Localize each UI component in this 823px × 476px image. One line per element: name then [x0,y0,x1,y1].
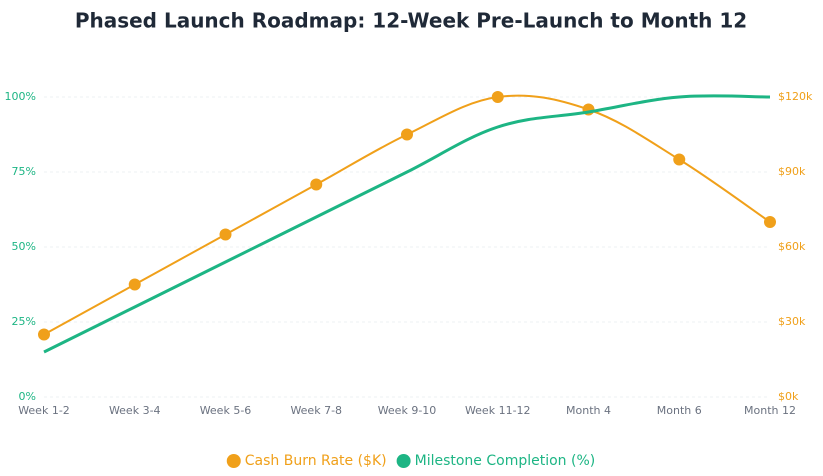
x-tick-label: Month 12 [744,404,796,417]
point [310,178,323,191]
point [673,153,686,166]
x-tick-label: Week 3-4 [109,404,161,417]
y-tick-label: 25% [12,315,36,328]
y-tick-label: 75% [12,165,36,178]
y2-tick-label: $120k [778,90,813,103]
legend-label: Milestone Completion (%) [415,453,596,469]
point [219,228,232,241]
legend-marker [396,454,411,468]
y-tick-label: 0% [19,390,36,403]
point [491,91,504,103]
x-tick-label: Month 4 [566,404,611,417]
legend-label: Cash Burn Rate ($K) [245,453,387,469]
y-tick-label: 100% [5,90,36,103]
y2-tick-label: $90k [778,165,806,178]
point [764,216,776,228]
chart-title: Phased Launch Roadmap: 12-Week Pre-Launc… [75,9,747,33]
x-tick-label: Month 6 [657,404,702,417]
legend-marker [226,454,241,468]
series-line [43,94,771,354]
point [38,328,50,341]
x-tick-label: Week 1-2 [18,404,70,417]
y2-tick-label: $30k [778,315,806,328]
y2-tick-label: $0k [778,390,799,403]
x-tick-label: Week 9-10 [378,404,437,417]
point [401,128,413,141]
x-tick-label: Week 11-12 [465,404,531,417]
point [128,278,141,291]
y2-tick-label: $60k [778,240,806,253]
y-tick-label: 50% [12,240,36,253]
x-tick-label: Week 5-6 [200,404,252,417]
x-tick-label: Week 7-8 [290,404,342,417]
